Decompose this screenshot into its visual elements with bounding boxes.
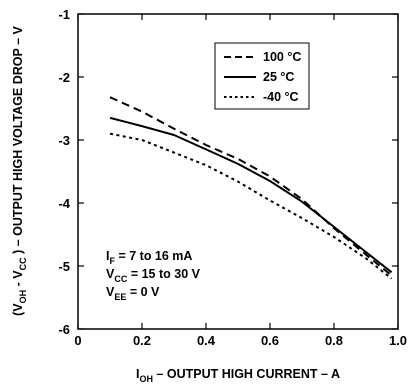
- legend-label-25c: 25 °C: [263, 70, 294, 84]
- x-tick-label: 0.2: [133, 333, 151, 348]
- plot-area: [77, 13, 399, 330]
- y-tick-label: -4: [58, 196, 70, 211]
- legend-label-minus40c: -40 °C: [263, 90, 299, 104]
- y-tick-label: -3: [58, 133, 70, 148]
- annotation-if: IF = 7 to 16 mA: [106, 249, 192, 266]
- plot-frame: [77, 13, 399, 330]
- x-tick-label: 0.6: [261, 333, 279, 348]
- series-line-25c: [109, 116, 393, 274]
- y-tick-label: -5: [58, 259, 70, 274]
- x-tick-label: 1.0: [389, 333, 407, 348]
- series-line-100c: [109, 96, 393, 277]
- series-line-minus40c: [109, 132, 393, 280]
- x-axis-title: IOH – OUTPUT HIGH CURRENT – A: [136, 367, 340, 384]
- annotation-vcc: VCC = 15 to 30 V: [106, 267, 201, 284]
- x-tick-label: 0.8: [325, 333, 343, 348]
- x-tick-label: 0: [74, 333, 81, 348]
- x-tick-label: 0.4: [197, 333, 216, 348]
- test-conditions: IF = 7 to 16 mA VCC = 15 to 30 V VEE = 0…: [106, 249, 201, 302]
- series-lines: [109, 96, 393, 280]
- y-tick-label: -1: [58, 7, 70, 22]
- y-tick-label: -2: [58, 70, 70, 85]
- y-tick-label: -6: [58, 322, 70, 337]
- annotation-vee: VEE = 0 V: [106, 285, 160, 302]
- y-axis-title: (VOH - VCC ) – OUTPUT HIGH VOLTAGE DROP …: [11, 25, 28, 315]
- legend: 100 °C 25 °C -40 °C: [214, 42, 310, 110]
- axis-ticks: 0 0.2 0.4 0.6 0.8 1.0 -1 -2 -3 -4 -5 -6: [58, 7, 407, 348]
- legend-label-100c: 100 °C: [263, 50, 301, 64]
